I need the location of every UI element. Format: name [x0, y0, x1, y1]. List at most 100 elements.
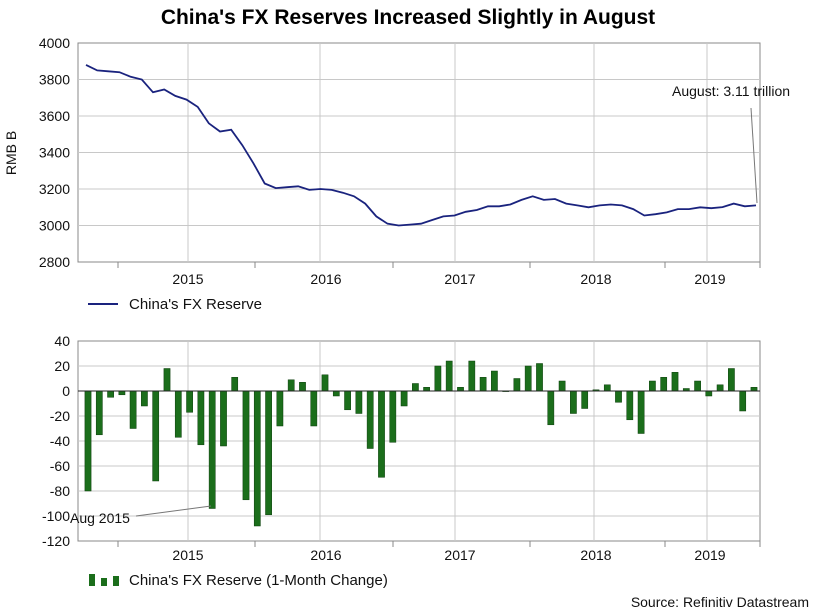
change-bar: [558, 380, 566, 392]
change-bar: [547, 390, 555, 426]
top-y-tick-label: 3000: [39, 218, 70, 234]
change-bar: [299, 382, 306, 392]
change-bar: [197, 390, 205, 446]
change-bar: [242, 390, 250, 501]
bottom-x-tick-label: 2016: [310, 547, 341, 563]
change-bar: [570, 390, 577, 414]
change-bar: [445, 360, 453, 392]
top-y-tick-label: 3200: [39, 181, 70, 197]
change-bar: [118, 390, 126, 396]
change-bar: [671, 372, 679, 392]
bottom-annotation: Aug 2015: [70, 510, 130, 526]
bottom-x-tick-label: 2017: [444, 547, 475, 563]
change-bar: [84, 390, 92, 492]
bottom-y-tick-label: 40: [54, 333, 70, 349]
change-bar: [253, 390, 261, 527]
top-y-tick-labels: 2800 3000 3200 3400 3600 3800 4000: [39, 35, 70, 270]
bottom-y-tick-labels: -120 -100 -80 -60 -40 -20 0 20 40: [42, 333, 70, 549]
change-bar: [355, 390, 363, 414]
top-gridlines: [78, 43, 761, 268]
change-bar: [265, 390, 272, 516]
bottom-annotation-leader: [135, 505, 212, 517]
top-y-tick-label: 3600: [39, 108, 70, 124]
top-y-tick-label: 4000: [39, 35, 70, 51]
change-bar: [491, 370, 498, 392]
top-annotation-leader: [750, 107, 758, 204]
bottom-x-tick-label: 2019: [694, 547, 725, 563]
change-bar: [739, 390, 747, 412]
chart-title: China's FX Reserves Increased Slightly i…: [161, 6, 655, 29]
change-bar: [378, 390, 385, 478]
bottom-legend: China's FX Reserve (1-Month Change): [89, 572, 388, 589]
change-bar: [141, 390, 148, 407]
change-bar: [660, 377, 668, 392]
change-bar: [332, 390, 340, 397]
bottom-y-tick-label: -100: [42, 508, 70, 524]
change-bar: [581, 390, 589, 409]
change-bar: [129, 390, 137, 429]
top-x-tick-label: 2018: [580, 271, 611, 287]
change-bar: [626, 390, 634, 421]
source-note: Source: Refinitiv Datastream: [631, 594, 809, 610]
bottom-legend-swatch-bar-3: [113, 576, 119, 586]
change-bar: [107, 390, 114, 398]
change-bar: [649, 380, 656, 392]
change-bar: [220, 390, 227, 447]
top-y-tick-label: 2800: [39, 254, 70, 270]
bottom-y-tick-label: -60: [50, 458, 70, 474]
fx-reserve-line: [85, 64, 757, 227]
bottom-y-tick-label: 20: [54, 358, 70, 374]
top-y-tick-label: 3800: [39, 72, 70, 88]
change-bar: [163, 368, 171, 392]
top-x-tick-label: 2017: [444, 271, 475, 287]
change-bar: [310, 390, 318, 427]
top-annotation: August: 3.11 trillion: [672, 83, 790, 99]
bottom-y-tick-label: 0: [62, 383, 70, 399]
bottom-x-tick-label: 2015: [172, 547, 203, 563]
change-bar: [174, 390, 182, 438]
change-bar: [344, 390, 351, 411]
change-bars: [84, 360, 758, 527]
bottom-x-tick-labels: 2015 2016 2017 2018 2019: [172, 547, 725, 563]
change-bar: [276, 390, 284, 427]
change-bar: [479, 377, 487, 392]
change-bar: [524, 365, 532, 392]
change-bar: [728, 368, 735, 392]
change-bar: [536, 363, 543, 392]
top-x-tick-label: 2016: [310, 271, 341, 287]
change-bar: [186, 390, 193, 413]
top-x-tick-labels: 2015 2016 2017 2018 2019: [172, 271, 725, 287]
bottom-y-tick-label: -20: [50, 408, 70, 424]
change-bar: [389, 390, 397, 443]
change-bar: [231, 377, 239, 392]
top-y-tick-label: 3400: [39, 145, 70, 161]
top-x-tick-label: 2015: [172, 271, 203, 287]
change-bar: [468, 360, 476, 392]
change-bar: [694, 380, 701, 392]
change-bar: [152, 390, 160, 482]
change-bar: [603, 384, 611, 392]
change-bar: [705, 390, 713, 397]
bottom-x-tick-label: 2018: [580, 547, 611, 563]
top-y-axis-label: RMB B: [3, 131, 19, 175]
change-bar: [637, 390, 645, 434]
bottom-y-tick-label: -80: [50, 483, 70, 499]
change-bar: [208, 390, 216, 509]
bottom-legend-swatch-bar-1: [89, 574, 95, 586]
change-bar: [95, 390, 103, 436]
top-legend: China's FX Reserve: [88, 296, 262, 313]
bottom-y-tick-label: -120: [42, 533, 70, 549]
change-bar: [434, 365, 442, 392]
change-bar: [615, 390, 622, 403]
change-bar: [513, 378, 521, 392]
change-bar: [321, 374, 329, 392]
change-bar: [366, 390, 374, 449]
change-bar: [412, 383, 419, 392]
bottom-y-tick-label: -40: [50, 433, 70, 449]
change-bar: [400, 390, 408, 407]
bottom-legend-label: China's FX Reserve (1-Month Change): [129, 572, 388, 589]
top-x-tick-label: 2019: [694, 271, 725, 287]
